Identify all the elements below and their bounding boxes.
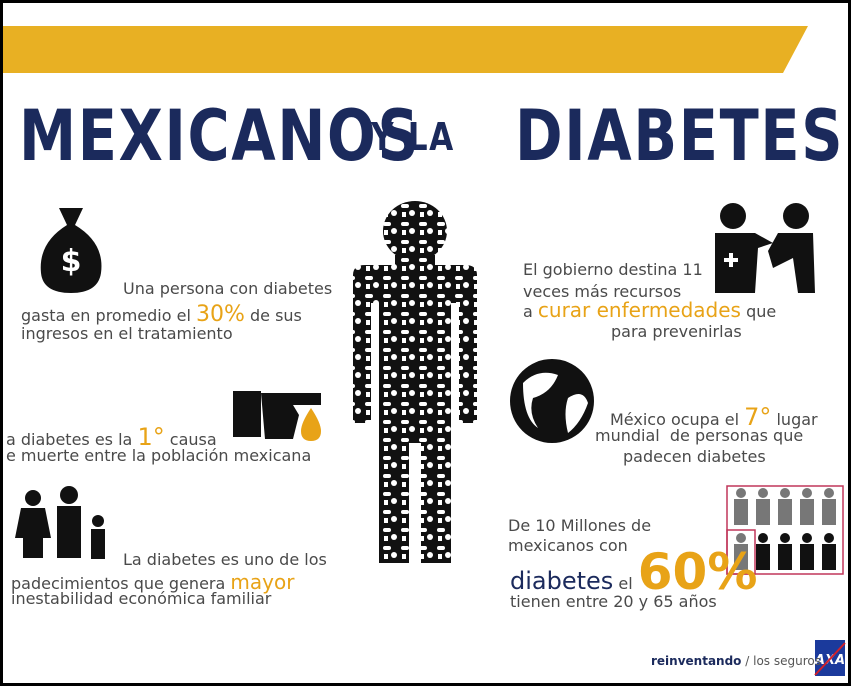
fact-line: México ocupa el 7° lugar: [610, 403, 818, 431]
fact-line: padecimientos que genera mayor: [11, 570, 294, 594]
fact-line: diabetes el 60%: [510, 543, 757, 601]
title-left: MEXICANOS: [19, 95, 421, 177]
fact-line: inestabilidad económica familiar: [11, 589, 271, 608]
svg-text:$: $: [61, 244, 82, 279]
fact-text: a diabetes es la: [6, 430, 138, 449]
fact-text: a: [523, 302, 538, 321]
fact-text: De 10 Millones de: [508, 516, 652, 535]
fact-text: México ocupa el: [610, 410, 745, 429]
fact-line: ingresos en el tratamiento: [21, 324, 233, 343]
doctor-icon: [715, 203, 815, 293]
fact-line: De 10 Millones de: [508, 516, 651, 535]
fact-text: que: [740, 302, 777, 321]
footer-tagline: / los seguros: [745, 654, 821, 668]
fact-text: El gobierno destina 11: [523, 260, 703, 279]
fact-line: para prevenirlas: [611, 322, 742, 341]
fact-highlight: mayor: [230, 570, 295, 594]
title-right: DIABETES: [515, 95, 845, 177]
fact-line: Una persona con diabetes: [123, 279, 332, 298]
globe-icon: [510, 359, 594, 443]
fact-text: mexicanos con: [508, 536, 628, 555]
family-icon: [15, 486, 105, 559]
fact-text: ingresos en el tratamiento: [21, 324, 233, 343]
fact-text: mundial de personas que: [595, 426, 804, 445]
logo-stroke: [814, 642, 846, 676]
fact-line: mexicanos con: [508, 536, 628, 555]
fact-line: El gobierno destina 11: [523, 260, 703, 279]
fact-line: e muerte entre la población mexicana: [6, 446, 311, 465]
fact-highlight: 30%: [195, 302, 245, 327]
fact-line: mundial de personas que: [595, 426, 803, 445]
footer-brand: reinventando: [651, 654, 742, 668]
fact-highlight: 60%: [637, 543, 758, 601]
fact-text: veces más recursos: [523, 282, 682, 301]
fact-line: tienen entre 20 y 65 años: [510, 592, 717, 611]
fact-line: a diabetes es la 1° causa: [6, 423, 217, 451]
fact-line: veces más recursos: [523, 282, 681, 301]
fact-line: La diabetes es uno de los: [123, 550, 327, 569]
fact-highlight: diabetes: [510, 567, 614, 595]
fact-text: inestabilidad económica familiar: [11, 589, 272, 608]
fact-text: e muerte entre la población mexicana: [6, 446, 312, 465]
fact-line: gasta en promedio el 30% de sus: [21, 302, 302, 327]
pointing-hand-icon: [233, 391, 321, 441]
artwork: $: [3, 26, 846, 676]
title-middle: Y LA: [371, 115, 455, 159]
fact-text: padecimientos que genera: [11, 574, 231, 593]
fact-highlight: curar enfermedades: [537, 298, 741, 322]
fact-text: el: [613, 574, 638, 593]
footer: reinventando / los seguros: [651, 654, 821, 668]
fact-text: gasta en promedio el: [21, 306, 196, 325]
fact-line: padecen diabetes: [623, 447, 766, 466]
fact-text: tienen entre 20 y 65 años: [510, 592, 717, 611]
money-bag-icon: $: [40, 208, 102, 293]
fact-text: de sus: [244, 306, 302, 325]
fact-line: a curar enfermedades que: [523, 298, 776, 322]
fact-text: padecen diabetes: [623, 447, 766, 466]
fact-text: causa: [164, 430, 217, 449]
people-grid-icon: [726, 485, 844, 575]
fact-highlight: 1°: [137, 423, 165, 451]
banner: [3, 26, 808, 73]
fact-text: para prevenirlas: [611, 322, 742, 341]
fact-text: Una persona con diabetes: [123, 279, 333, 298]
human-figure: [353, 201, 477, 563]
fact-text: La diabetes es uno de los: [123, 550, 327, 569]
fact-text: lugar: [771, 410, 818, 429]
fact-highlight: 7°: [744, 403, 772, 431]
